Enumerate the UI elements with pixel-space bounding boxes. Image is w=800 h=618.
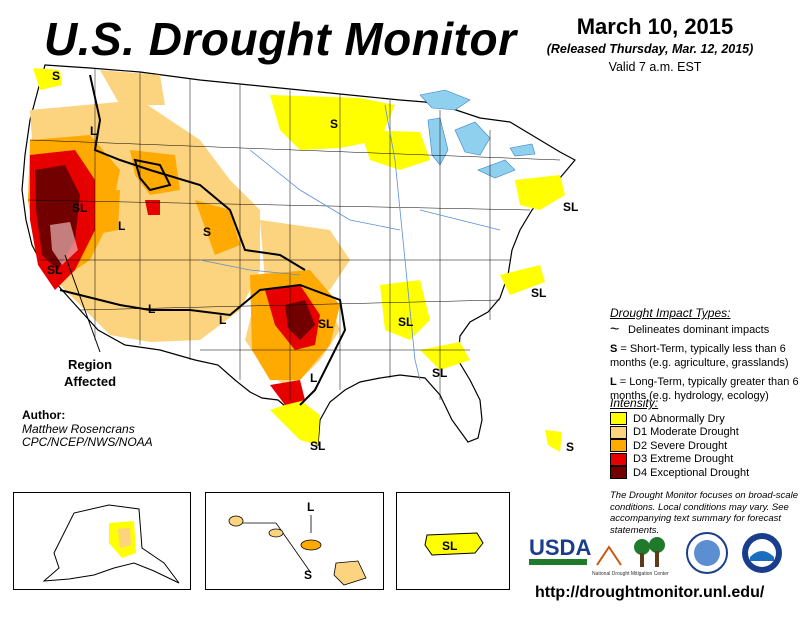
release-date: (Released Thursday, Mar. 12, 2015) [546,42,754,56]
region-affected-label: Region Affected [64,356,116,390]
great-lakes [419,89,536,179]
label-s-co: S [203,225,211,239]
intensity-label: D3 Extreme Drought [633,453,734,466]
region-affected-pointer [64,254,101,353]
map-date: March 10, 2015 [576,14,734,39]
label-sl-ar: SL [398,315,413,329]
label-s-hi: S [304,568,312,582]
noaa-logo [742,533,782,573]
ndmc-logo: National Drought Mitigation Center [592,537,669,577]
hawaii-inset: L S [205,492,384,590]
long-term-row: L = Long-Term, typically greater than 6 m… [610,376,800,403]
rivers [199,104,501,381]
label-sl-la: SL [432,366,447,380]
state-borders [27,68,561,400]
label-s-fl: S [566,440,574,454]
label-l-hi: L [307,500,314,514]
label-l-ut: L [118,219,125,233]
short-term-key: S [610,343,618,355]
puerto-rico-inset: SL [396,492,510,590]
focus-note: The Drought Monitor focuses on broad-sca… [610,490,798,536]
intensity-swatch [610,439,627,453]
intensity-label: D0 Abnormally Dry [633,412,725,425]
intensity-label: D2 Severe Drought [633,439,728,452]
label-s-wa: S [52,69,60,83]
label-sl-ca: SL [47,263,62,277]
intensity-swatch [610,452,627,466]
delineates-text: Delineates dominant impacts [628,323,770,336]
map-title: U.S. Drought Monitor [44,13,517,65]
conus-drought-map: S L SL SL L S L L SL L SL S SL SL SL SL … [21,64,578,454]
short-term-row: S = Short-Term, typically less than 6 mon… [610,343,800,370]
impact-line-icon: ~ [610,320,620,338]
short-term-text: = Short-Term, typically less than 6 mont… [610,343,789,369]
intensity-swatch [610,425,627,439]
intensity-heading: Intensity: [610,396,659,410]
intensity-row: D0 Abnormally Dry [610,412,800,426]
intensity-label: D4 Exceptional Drought [633,466,750,479]
author-org: CPC/NCEP/NWS/NOAA [22,435,153,449]
intensity-swatch [610,412,627,426]
impact-types-heading: Drought Impact Types: [610,306,731,320]
alaska-inset [13,492,191,590]
intensity-row: D1 Moderate Drought [610,425,800,440]
d0-areas [33,68,565,452]
usda-logo-text: USDA [529,535,591,560]
region-affected-area [50,222,78,265]
delineates-row: ~ Delineates dominant impacts [610,320,800,338]
label-sl-pr: SL [442,539,457,553]
island-kauai [228,515,244,527]
impact-types-legend: Drought Impact Types: ~ Delineates domin… [610,306,800,409]
usda-logo: USDA [529,535,591,565]
author-heading: Author: [22,408,66,422]
website-url[interactable]: http://droughtmonitor.unl.edu/ [535,584,765,601]
label-sl-ok: SL [318,317,333,331]
intensity-label: D1 Moderate Drought [633,426,739,439]
region-affected-line1: Region [67,357,113,372]
island-maui [300,539,322,551]
long-term-key: L [610,376,617,388]
label-l-or: L [90,124,97,138]
hawaii-connector-lines [236,515,312,574]
long-term-text: = Long-Term, typically greater than 6 mo… [610,376,799,402]
agency-logos: USDA National Drought Mitigation Center [529,532,782,577]
label-sl-va: SL [531,286,546,300]
label-sl-ny: SL [563,200,578,214]
region-affected-line2: Affected [64,374,117,389]
label-l-tx: L [310,371,317,385]
valid-time: Valid 7 a.m. EST [608,60,702,74]
label-l-az: L [148,302,155,316]
intensity-swatch [610,466,627,480]
alaska-d1-area [118,528,131,548]
intensity-row: D4 Exceptional Drought [610,466,800,480]
label-sl-nv: SL [72,201,87,215]
island-hawaii [333,560,367,586]
author-name: Matthew Rosencrans [22,421,135,436]
intensity-row: D3 Extreme Drought [610,452,800,467]
ndmc-logo-text: National Drought Mitigation Center [592,571,669,577]
impact-boundaries [59,74,347,406]
label-l-nm: L [219,313,226,327]
puerto-rico-shape [424,532,484,556]
author-block: Author: Matthew Rosencrans CPC/NCEP/NWS/… [22,408,153,450]
doc-seal [686,532,728,574]
label-sl-tx-south: SL [310,439,325,453]
intensity-legend: Intensity: D0 Abnormally Dry D1 Moderate … [610,396,800,480]
island-oahu [268,528,284,538]
label-s-nd: S [330,117,338,131]
intensity-row: D2 Severe Drought [610,439,800,453]
